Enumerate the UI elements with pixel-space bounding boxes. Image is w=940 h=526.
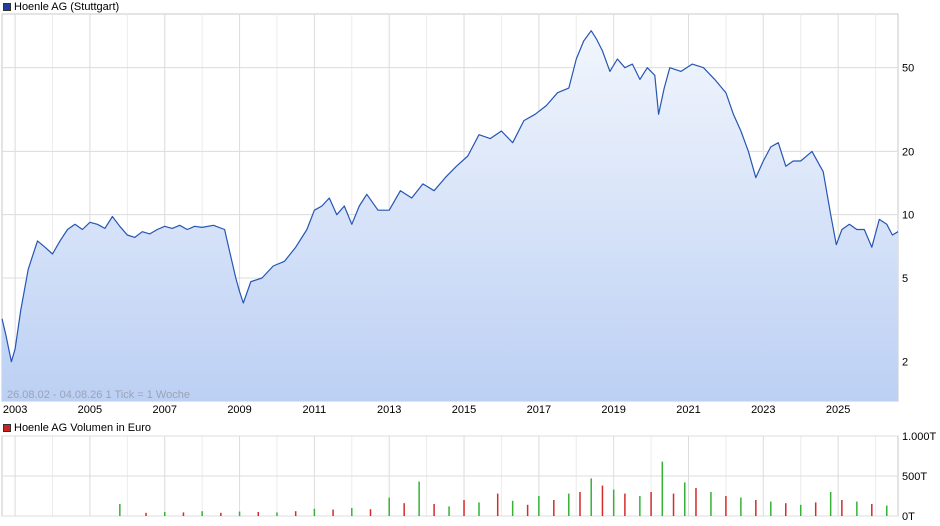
x-tick-label: 2021 [676,404,700,416]
x-tick-label: 2017 [527,404,551,416]
volume-y-tick-label: 500T [902,471,927,483]
y-tick-label: 50 [902,63,914,75]
price-series [1,30,899,401]
volume-bars [119,461,888,516]
axis-labels: 2003 2005 2007 2009 2011 2013 2015 2017 2019 2021… [3,63,937,523]
price-line [1,30,899,363]
y-tick-label: 5 [902,273,908,285]
x-tick-label: 2023 [751,404,775,416]
price-chart-legend: Hoenle AG (Stuttgart) [3,1,119,13]
x-tick-label: 2003 [3,404,27,416]
x-tick-label: 2011 [303,404,327,416]
x-tick-label: 2013 [377,404,401,416]
price-legend-label: Hoenle AG (Stuttgart) [14,1,120,13]
y-tick-label: 20 [902,146,914,158]
x-tick-label: 2015 [452,404,476,416]
price-area-fill [2,30,898,401]
x-tick-label: 2005 [78,404,102,416]
volume-grid [1,435,899,517]
x-tick-label: 2025 [826,404,850,416]
x-tick-label: 2019 [601,404,625,416]
y-tick-label: 10 [902,210,914,222]
volume-y-tick-label: 0T [902,511,915,523]
x-tick-label: 2007 [152,404,176,416]
price-legend-swatch [3,3,11,11]
volume-legend-swatch [3,424,11,432]
volume-legend-label: Hoenle AG Volumen in Euro [14,422,151,434]
volume-chart-legend: Hoenle AG Volumen in Euro [3,422,151,434]
x-tick-label: 2009 [227,404,251,416]
volume-y-tick-label: 1.000T [902,431,937,443]
y-tick-label: 2 [902,357,908,369]
date-range-label: 26.08.02 - 04.08.26 1 Tick = 1 Woche [7,389,190,401]
